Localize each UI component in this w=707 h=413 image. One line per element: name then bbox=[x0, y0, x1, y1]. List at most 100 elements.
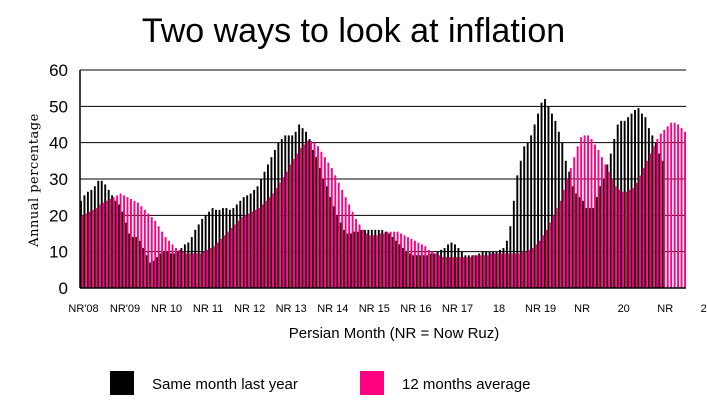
bar-same-month bbox=[644, 117, 647, 288]
x-axis-label: Persian Month (NR = Now Ruz) bbox=[289, 325, 499, 342]
bar-12-month-average bbox=[452, 257, 454, 288]
bar-same-month bbox=[260, 179, 262, 288]
bar-same-month bbox=[450, 242, 453, 288]
bar-12-month-average bbox=[597, 149, 600, 288]
bar-same-month bbox=[128, 233, 131, 288]
bar-12-month-average bbox=[382, 233, 385, 288]
axes bbox=[79, 70, 686, 289]
bar-12-month-average bbox=[98, 204, 101, 288]
bar-12-month-average bbox=[389, 231, 392, 288]
y-tick-label: 60 bbox=[49, 61, 68, 80]
bar-same-month bbox=[114, 200, 117, 288]
bar-12-month-average bbox=[583, 135, 586, 288]
x-tick-labels: NR'08 NR'09 NR 10 NR 11 NR 12 NR 13 NR 14 NR 15… bbox=[68, 303, 707, 315]
bar-same-month bbox=[176, 251, 179, 288]
bar-12-month-average bbox=[282, 177, 285, 288]
bar-same-month bbox=[426, 255, 429, 288]
bar-same-month bbox=[312, 149, 314, 288]
bar-12-month-average bbox=[323, 157, 326, 288]
bar-12-month-average bbox=[403, 235, 406, 288]
bar-same-month bbox=[533, 124, 536, 288]
bar-12-month-average bbox=[504, 253, 506, 288]
bar-12-month-average bbox=[607, 171, 610, 288]
bars bbox=[80, 99, 686, 289]
bar-same-month bbox=[429, 253, 432, 288]
bar-12-month-average bbox=[677, 124, 680, 288]
x-tick-label: NR'09 bbox=[110, 303, 140, 315]
bar-same-month bbox=[554, 120, 557, 289]
bar-same-month bbox=[287, 135, 290, 288]
bar-same-month bbox=[277, 142, 280, 288]
bar-same-month bbox=[201, 218, 204, 288]
bar-12-month-average bbox=[542, 235, 544, 288]
bar-12-month-average bbox=[230, 228, 233, 288]
bar-12-month-average bbox=[417, 242, 420, 288]
bar-12-month-average bbox=[663, 129, 666, 288]
bar-same-month bbox=[118, 204, 121, 288]
bar-12-month-average bbox=[299, 148, 302, 288]
bar-12-month-average bbox=[223, 235, 226, 288]
bar-same-month bbox=[654, 142, 657, 288]
bar-same-month bbox=[329, 197, 332, 288]
bar-same-month bbox=[388, 233, 391, 288]
bar-12-month-average bbox=[265, 200, 267, 288]
bar-same-month bbox=[270, 157, 273, 288]
bar-12-month-average bbox=[278, 182, 281, 288]
bar-same-month bbox=[433, 253, 436, 288]
bar-12-month-average bbox=[202, 251, 205, 288]
x-tick-label: NR 14 bbox=[317, 303, 348, 315]
bar-same-month bbox=[291, 135, 294, 288]
bar-12-month-average bbox=[220, 238, 222, 288]
bar-12-month-average bbox=[413, 240, 416, 288]
y-tick-label: 20 bbox=[49, 206, 68, 225]
bar-12-month-average bbox=[649, 153, 652, 288]
bar-12-month-average bbox=[455, 257, 458, 288]
bar-same-month bbox=[585, 208, 588, 288]
bar-12-month-average bbox=[95, 208, 98, 288]
bar-same-month bbox=[83, 195, 86, 288]
bar-12-month-average bbox=[510, 253, 513, 288]
bar-same-month bbox=[315, 157, 318, 288]
bar-same-month bbox=[305, 131, 307, 288]
bar-12-month-average bbox=[479, 255, 482, 288]
bar-12-month-average bbox=[164, 237, 167, 288]
y-tick-label: 50 bbox=[49, 97, 68, 116]
bar-same-month bbox=[370, 229, 373, 288]
bar-same-month bbox=[637, 108, 640, 289]
bar-same-month bbox=[225, 208, 228, 288]
bar-12-month-average bbox=[275, 188, 278, 288]
bar-12-month-average bbox=[448, 257, 451, 288]
bar-same-month bbox=[630, 113, 633, 288]
bar-same-month bbox=[443, 248, 446, 288]
bar-12-month-average bbox=[493, 253, 496, 288]
bar-12-month-average bbox=[240, 217, 243, 288]
bar-same-month bbox=[239, 200, 242, 288]
bar-12-month-average bbox=[462, 257, 465, 288]
bar-12-month-average bbox=[178, 249, 181, 288]
bar-same-month bbox=[408, 253, 411, 288]
bar-12-month-average bbox=[673, 122, 676, 289]
bar-12-month-average bbox=[614, 186, 617, 288]
bar-same-month bbox=[440, 249, 443, 288]
bar-12-month-average bbox=[209, 248, 212, 288]
bar-12-month-average bbox=[112, 197, 115, 288]
bar-same-month bbox=[218, 209, 221, 288]
bar-12-month-average bbox=[659, 133, 662, 288]
bar-12-month-average bbox=[573, 157, 576, 288]
bar-same-month bbox=[104, 184, 107, 288]
bar-12-month-average bbox=[351, 211, 354, 288]
bar-12-month-average bbox=[642, 168, 645, 288]
bar-12-month-average bbox=[85, 213, 87, 288]
bar-same-month bbox=[142, 248, 145, 288]
bar-12-month-average bbox=[566, 179, 569, 288]
bar-12-month-average bbox=[580, 137, 583, 288]
bar-12-month-average bbox=[375, 235, 378, 288]
bar-same-month bbox=[550, 113, 553, 288]
x-tick-label: NR 17 bbox=[442, 303, 473, 315]
bar-same-month bbox=[582, 200, 585, 288]
y-tick-label: 30 bbox=[49, 170, 68, 189]
bar-same-month bbox=[415, 255, 418, 288]
bar-12-month-average bbox=[393, 231, 396, 288]
bar-12-month-average bbox=[251, 211, 254, 288]
bar-same-month bbox=[544, 99, 546, 288]
